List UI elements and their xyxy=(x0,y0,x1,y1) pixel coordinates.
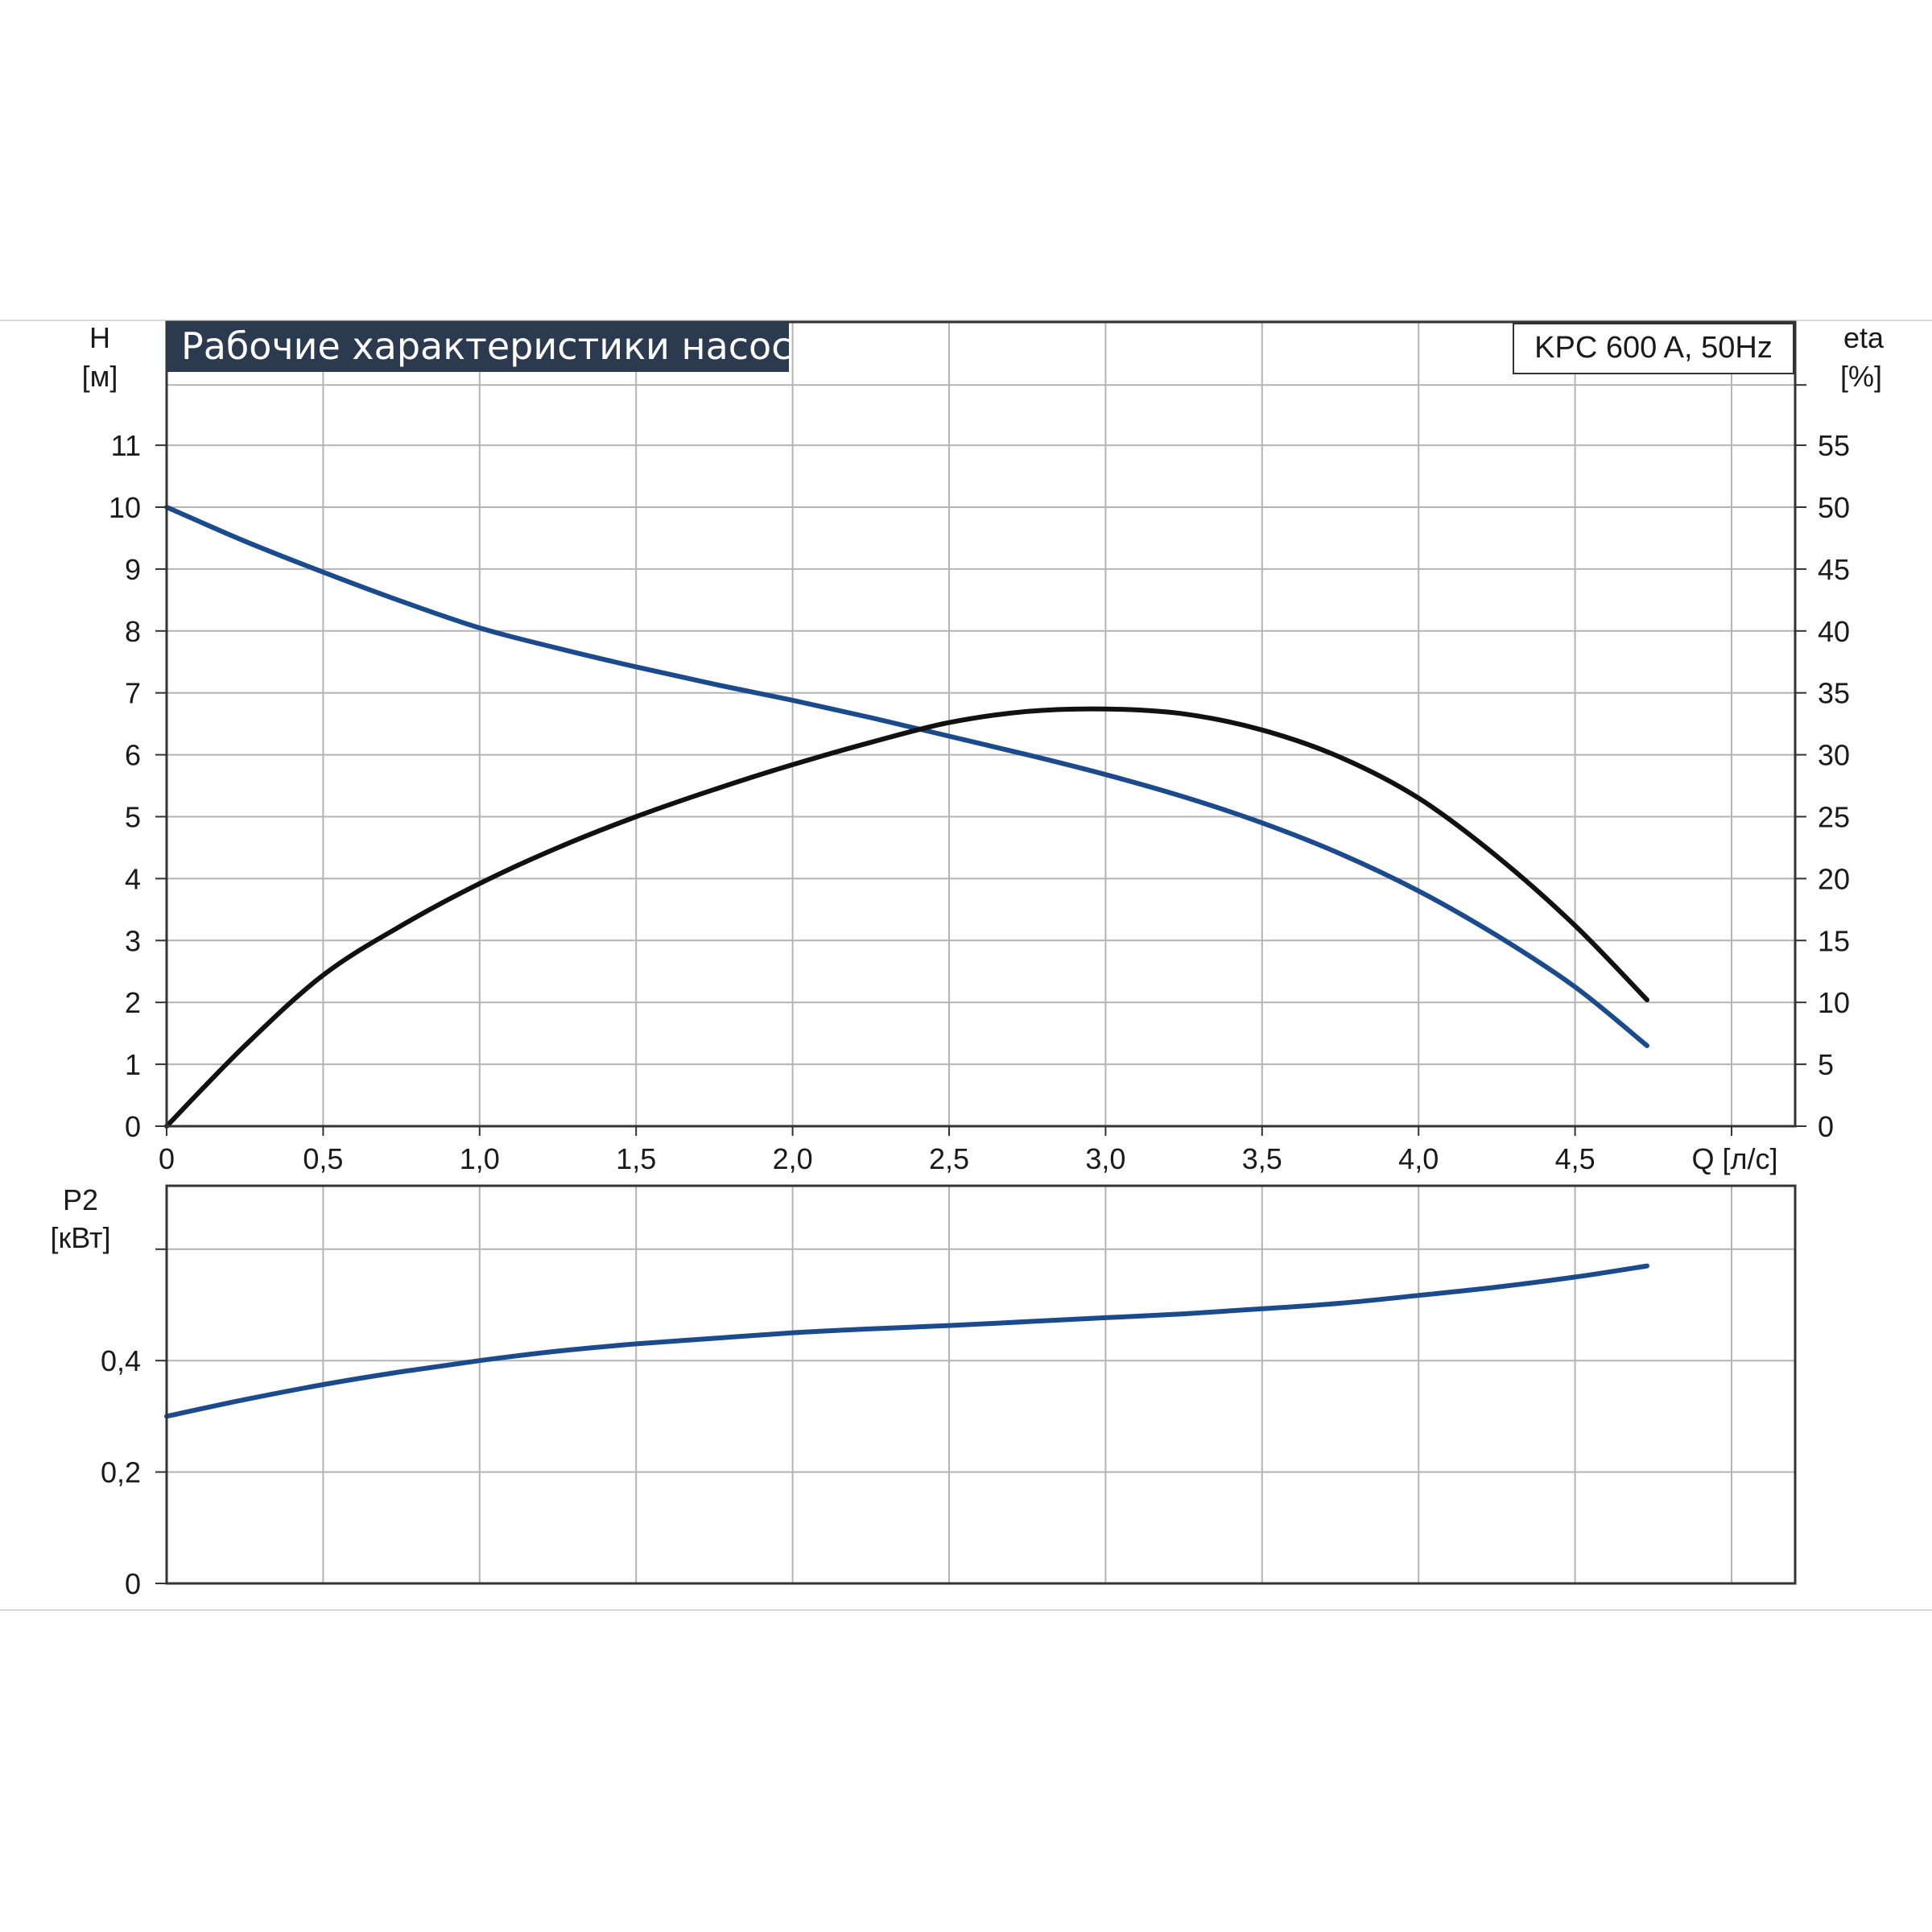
x-axis-label-flow: Q [л/с] xyxy=(1691,1142,1777,1175)
model-label: KPC 600 A, 50Hz xyxy=(1534,331,1773,365)
y2-tick-label: 5 xyxy=(1818,1048,1834,1081)
x-tick-label: 3,0 xyxy=(1085,1142,1125,1175)
y-tick-label: 3 xyxy=(125,924,141,957)
y-tick-label: 8 xyxy=(125,615,141,648)
performance-grid xyxy=(167,322,1795,1126)
x-tick-label: 1,5 xyxy=(616,1142,656,1175)
y-tick-label: 11 xyxy=(111,429,141,462)
y-tick-label: 10 xyxy=(109,491,141,524)
y-tick-label: 5 xyxy=(125,801,141,834)
head-curve xyxy=(164,505,1649,1048)
y2-tick-label: 35 xyxy=(1818,677,1850,710)
y2-tick-label: 10 xyxy=(1818,986,1850,1019)
y-tick-label: 9 xyxy=(125,553,141,586)
y-axis-unit-power: [кВт] xyxy=(50,1221,110,1254)
x-tick-label: 2,0 xyxy=(773,1142,813,1175)
power-y-tick-label: 0,4 xyxy=(101,1344,141,1377)
x-tick-label: 3,5 xyxy=(1242,1142,1282,1175)
y-tick-label: 4 xyxy=(125,862,141,895)
y2-axis-unit-eta: [%] xyxy=(1840,360,1882,393)
y2-tick-label: 45 xyxy=(1818,553,1850,586)
y-tick-label: 0 xyxy=(125,1110,141,1143)
power-curves xyxy=(164,1263,1649,1419)
y2-tick-label: 15 xyxy=(1818,924,1850,957)
y-axis-unit-head: [м] xyxy=(82,360,118,393)
efficiency-curve xyxy=(164,706,1649,1129)
title-background xyxy=(167,322,789,372)
performance-plot-frame xyxy=(165,320,1797,1128)
y-axis-label-power: P2 xyxy=(63,1183,98,1216)
x-tick-label: 4,5 xyxy=(1555,1142,1596,1175)
y2-tick-label: 40 xyxy=(1818,615,1850,648)
model-box: KPC 600 A, 50Hz xyxy=(1513,323,1794,374)
y-tick-label: 6 xyxy=(125,739,141,772)
x-tick-label: 0,5 xyxy=(303,1142,343,1175)
y-tick-label: 7 xyxy=(125,677,141,710)
power-y-tick-label: 0 xyxy=(125,1567,141,1600)
y2-tick-label: 0 xyxy=(1818,1110,1834,1143)
y-axis-label-head: H xyxy=(89,321,110,354)
x-tick-label: 0 xyxy=(159,1142,175,1175)
y2-tick-label: 25 xyxy=(1818,801,1850,834)
x-tick-label: 2,5 xyxy=(929,1142,969,1175)
x-tick-label: 1,0 xyxy=(460,1142,500,1175)
power-y-tick-label: 0,2 xyxy=(101,1456,141,1489)
y2-tick-label: 20 xyxy=(1818,862,1850,895)
model-box-border xyxy=(1513,323,1794,374)
chart-title: Рабочие характеристики насоса xyxy=(181,324,815,368)
x-tick-label: 4,0 xyxy=(1398,1142,1439,1175)
power-grid xyxy=(167,1186,1795,1583)
performance-curves xyxy=(164,505,1649,1129)
power-curve xyxy=(164,1263,1649,1419)
y-tick-label: 2 xyxy=(125,986,141,1019)
power-plot-frame xyxy=(165,1184,1797,1585)
y2-tick-label: 30 xyxy=(1818,739,1850,772)
y2-tick-label: 50 xyxy=(1818,491,1850,524)
title-box: Рабочие характеристики насоса xyxy=(167,322,815,372)
y2-axis-label-eta: eta xyxy=(1843,321,1885,354)
y-tick-label: 1 xyxy=(125,1048,141,1081)
y2-tick-label: 55 xyxy=(1818,429,1850,462)
